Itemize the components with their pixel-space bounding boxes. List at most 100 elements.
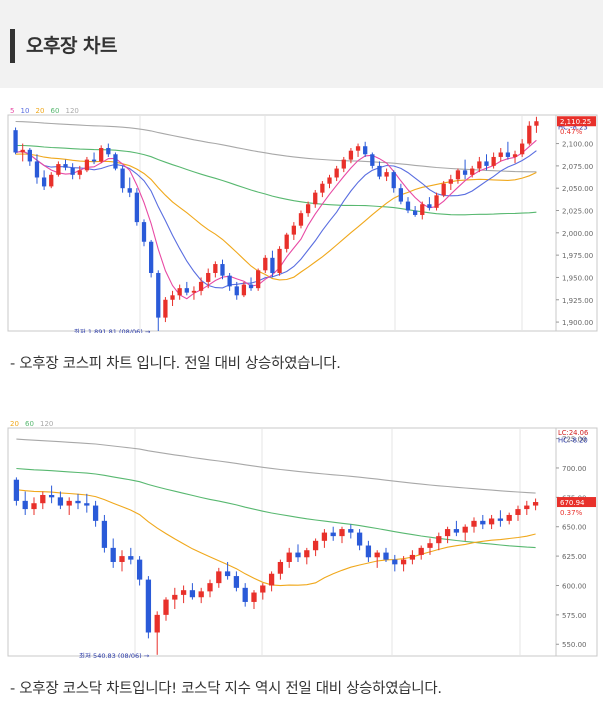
candle-body — [189, 590, 196, 598]
candle-body — [75, 500, 81, 504]
candle — [198, 277, 204, 296]
candle — [512, 150, 518, 164]
candle-body — [420, 204, 425, 215]
candle-body — [321, 532, 328, 541]
candle-body — [70, 167, 75, 175]
candle-body — [128, 556, 134, 560]
candle-body — [398, 188, 404, 202]
change-percent-label: 0.37% — [560, 509, 583, 517]
candle — [248, 277, 254, 291]
candle — [491, 152, 496, 169]
info-label: HC:-8.20 — [558, 437, 588, 445]
candle-body — [213, 264, 218, 273]
candle — [453, 520, 460, 537]
candle-body — [57, 497, 64, 506]
candle — [77, 165, 82, 180]
candle — [198, 587, 204, 604]
candle — [136, 556, 143, 586]
candle-body — [141, 222, 147, 242]
candle-body — [241, 284, 247, 296]
candle — [84, 156, 90, 173]
candle — [391, 170, 396, 193]
info-label: LC:24.06 — [558, 429, 588, 437]
candle — [524, 500, 530, 515]
change-percent-label: 0.47% — [560, 128, 583, 136]
candle — [49, 172, 54, 189]
ma-legend-10: 10 — [21, 107, 30, 115]
candle — [383, 547, 389, 562]
candle-body — [286, 552, 292, 562]
candle — [348, 524, 354, 539]
candle-body — [524, 505, 530, 510]
candle — [286, 547, 292, 568]
candle — [298, 210, 304, 229]
ma-legend-20: 20 — [10, 420, 19, 428]
candle-body — [156, 272, 161, 318]
candle — [398, 183, 404, 205]
candle — [128, 547, 134, 565]
candle — [216, 567, 222, 588]
candle-body — [498, 152, 503, 157]
candle — [172, 587, 178, 609]
candle-body — [256, 270, 261, 289]
candle — [374, 550, 380, 568]
candle — [148, 239, 154, 278]
candle — [56, 161, 61, 177]
candle-body — [191, 290, 197, 293]
candle — [207, 579, 213, 598]
candle — [220, 259, 225, 280]
candle-body — [63, 164, 68, 168]
candle — [505, 141, 511, 160]
candle — [334, 165, 339, 182]
candle — [57, 491, 64, 510]
candle-body — [31, 503, 37, 510]
candle — [320, 181, 325, 198]
candle — [268, 571, 275, 592]
candle-body — [412, 210, 418, 215]
y-tick-label: 550.00 — [562, 641, 587, 649]
candle-body — [27, 149, 32, 162]
candle — [377, 161, 382, 180]
candle-body — [365, 545, 372, 558]
candle-body — [441, 183, 446, 196]
candle — [444, 526, 451, 544]
candle-body — [172, 594, 178, 600]
kosdaq-chart-svg: 725.00700.00675.00650.00625.00600.00575.… — [7, 420, 598, 660]
candle-body — [341, 159, 346, 169]
candle-body — [313, 192, 318, 205]
candle-body — [305, 204, 311, 214]
candle — [427, 197, 432, 211]
y-axis-panel — [555, 114, 598, 332]
candle — [66, 497, 72, 515]
candle — [409, 550, 416, 565]
candle — [48, 485, 55, 504]
candle-body — [455, 170, 461, 180]
candle-body — [295, 552, 301, 558]
candle — [251, 590, 257, 609]
candle-body — [488, 518, 495, 525]
candle-body — [327, 177, 332, 184]
y-tick-label: 2,000.00 — [562, 230, 593, 238]
candle-body — [263, 257, 268, 271]
y-tick-label: 1,900.00 — [562, 319, 593, 327]
y-tick-label: 1,975.00 — [562, 252, 593, 260]
candle — [233, 571, 240, 592]
page-title: 오후장 차트 — [26, 35, 118, 57]
candle-body — [163, 599, 169, 615]
candle-body — [13, 479, 20, 501]
candle-body — [497, 518, 504, 521]
candle — [141, 219, 147, 247]
candle-body — [177, 288, 182, 296]
candle — [184, 281, 189, 296]
ma-legend-60: 60 — [51, 107, 60, 115]
candle-body — [110, 547, 116, 562]
candle-body — [298, 213, 304, 226]
candle — [405, 197, 411, 214]
candle-body — [234, 286, 239, 296]
candle — [348, 148, 354, 164]
candle — [277, 559, 284, 580]
current-value-label: 670.94 — [560, 499, 585, 507]
candle — [154, 611, 160, 655]
candle — [227, 272, 232, 291]
candle-body — [409, 554, 416, 560]
